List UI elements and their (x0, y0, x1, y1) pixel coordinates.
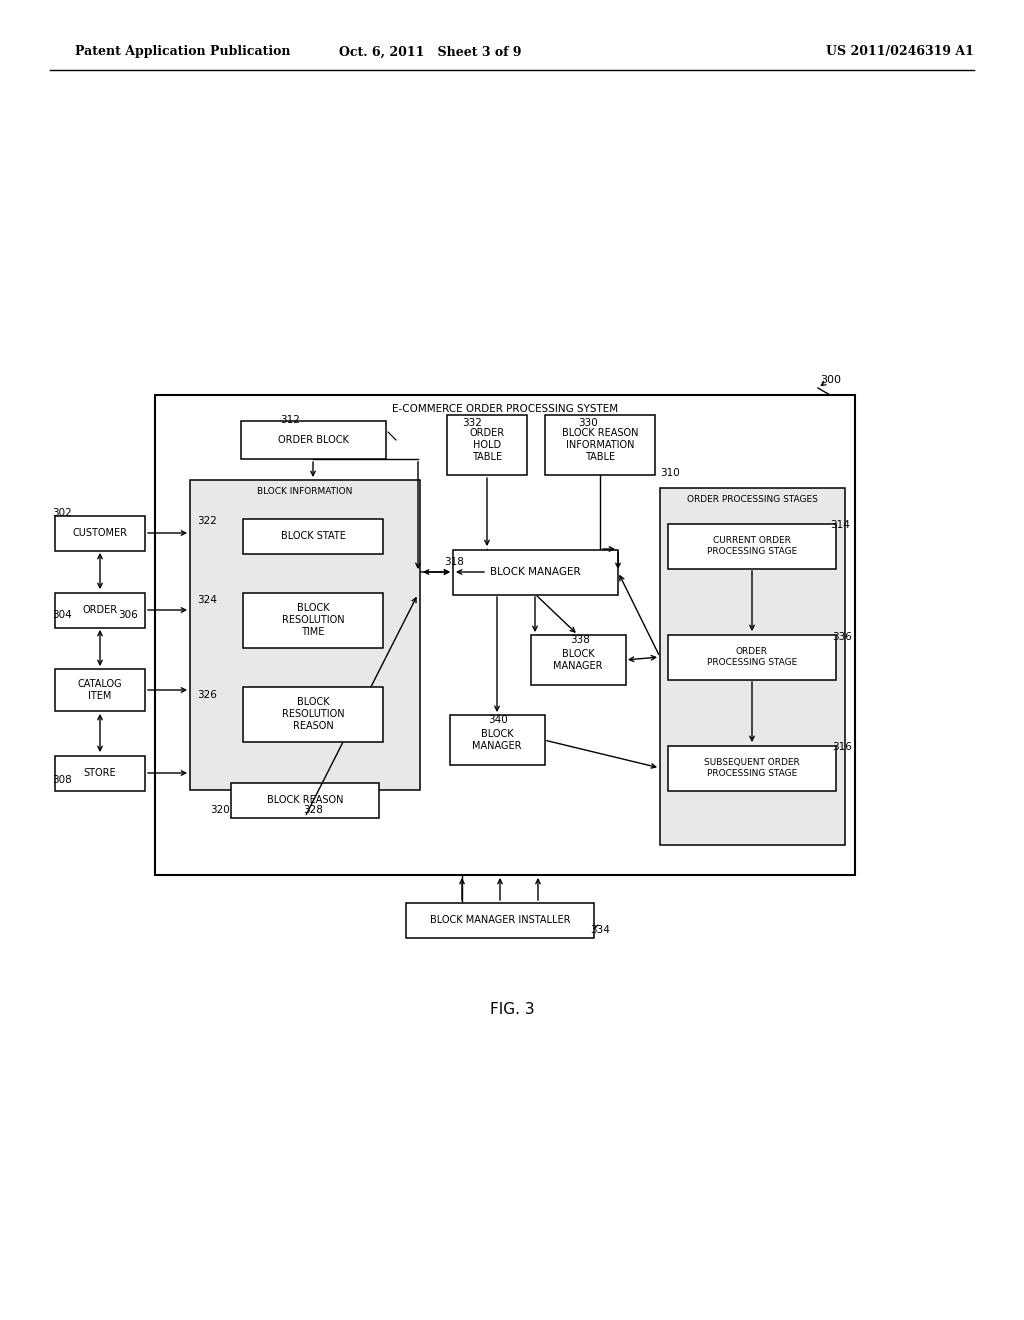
Text: CURRENT ORDER
PROCESSING STAGE: CURRENT ORDER PROCESSING STAGE (707, 536, 797, 556)
Text: 330: 330 (578, 418, 598, 428)
Text: 314: 314 (830, 520, 850, 531)
Text: BLOCK REASON
INFORMATION
TABLE: BLOCK REASON INFORMATION TABLE (562, 429, 638, 462)
Bar (231, 783, 379, 817)
Text: BLOCK INFORMATION: BLOCK INFORMATION (257, 487, 352, 496)
Text: 322: 322 (197, 516, 217, 525)
Bar (55, 516, 145, 550)
Bar (668, 746, 836, 791)
Text: 332: 332 (462, 418, 482, 428)
Bar (55, 755, 145, 791)
Text: SUBSEQUENT ORDER
PROCESSING STAGE: SUBSEQUENT ORDER PROCESSING STAGE (705, 758, 800, 777)
Bar (660, 488, 845, 845)
Text: 300: 300 (820, 375, 841, 385)
Text: 334: 334 (590, 925, 610, 935)
Text: FIG. 3: FIG. 3 (489, 1002, 535, 1018)
Text: BLOCK REASON: BLOCK REASON (266, 795, 343, 805)
Text: STORE: STORE (84, 768, 117, 777)
Text: ORDER
PROCESSING STAGE: ORDER PROCESSING STAGE (707, 647, 797, 667)
Bar (190, 480, 420, 789)
Text: ORDER: ORDER (83, 605, 118, 615)
Text: 326: 326 (197, 690, 217, 700)
Text: ORDER
HOLD
TABLE: ORDER HOLD TABLE (469, 429, 505, 462)
Text: BLOCK MANAGER INSTALLER: BLOCK MANAGER INSTALLER (430, 915, 570, 925)
Text: 324: 324 (197, 595, 217, 605)
Bar (243, 519, 383, 553)
Text: 304: 304 (52, 610, 72, 620)
Bar (668, 635, 836, 680)
Text: 312: 312 (280, 414, 300, 425)
Text: 340: 340 (488, 715, 508, 725)
Text: BLOCK
RESOLUTION
REASON: BLOCK RESOLUTION REASON (282, 697, 344, 730)
Text: ORDER BLOCK: ORDER BLOCK (278, 436, 348, 445)
Bar (155, 395, 855, 875)
Text: BLOCK
MANAGER: BLOCK MANAGER (472, 729, 522, 751)
Text: E-COMMERCE ORDER PROCESSING SYSTEM: E-COMMERCE ORDER PROCESSING SYSTEM (392, 404, 618, 414)
Text: 328: 328 (303, 805, 323, 814)
Bar (668, 524, 836, 569)
Bar (55, 593, 145, 627)
Text: 318: 318 (444, 557, 464, 568)
Bar (243, 593, 383, 648)
Text: BLOCK STATE: BLOCK STATE (281, 531, 345, 541)
Text: Oct. 6, 2011   Sheet 3 of 9: Oct. 6, 2011 Sheet 3 of 9 (339, 45, 521, 58)
Text: 306: 306 (118, 610, 138, 620)
Text: ORDER PROCESSING STAGES: ORDER PROCESSING STAGES (687, 495, 818, 504)
Bar (450, 715, 545, 766)
Bar (55, 669, 145, 711)
Bar (530, 635, 626, 685)
Bar (453, 549, 617, 594)
Text: Patent Application Publication: Patent Application Publication (75, 45, 291, 58)
Text: CATALOG
ITEM: CATALOG ITEM (78, 680, 122, 701)
Text: 308: 308 (52, 775, 72, 785)
Text: 336: 336 (831, 632, 852, 642)
Text: 310: 310 (660, 469, 680, 478)
Text: 302: 302 (52, 508, 72, 517)
Bar (406, 903, 594, 937)
Bar (243, 686, 383, 742)
Text: BLOCK
RESOLUTION
TIME: BLOCK RESOLUTION TIME (282, 603, 344, 636)
Text: CUSTOMER: CUSTOMER (73, 528, 128, 539)
Text: BLOCK MANAGER: BLOCK MANAGER (489, 568, 581, 577)
Text: 316: 316 (831, 742, 852, 752)
Text: BLOCK
MANAGER: BLOCK MANAGER (553, 649, 603, 671)
Text: 338: 338 (570, 635, 590, 645)
Bar (545, 414, 655, 475)
Text: 320: 320 (210, 805, 229, 814)
Bar (241, 421, 385, 459)
Bar (447, 414, 527, 475)
Text: US 2011/0246319 A1: US 2011/0246319 A1 (826, 45, 974, 58)
